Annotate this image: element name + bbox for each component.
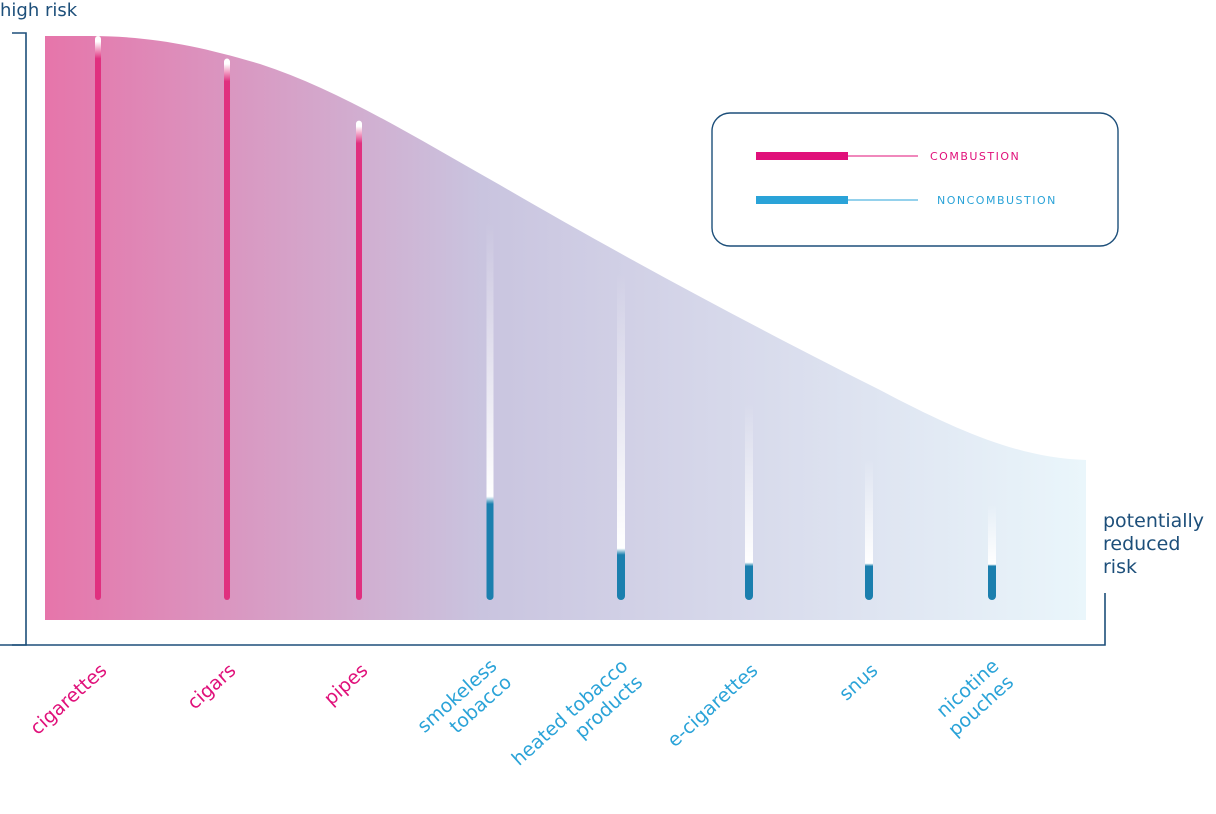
category-label: e-cigarettes (663, 659, 762, 751)
reduced-risk-line: potentially (1103, 510, 1205, 532)
reduced-risk-line: risk (1103, 556, 1137, 578)
category-label-line: snus (835, 659, 882, 705)
bar-heated-tobacco-products (617, 272, 625, 600)
category-label: cigars (183, 659, 240, 714)
category-labels-group: cigarettes cigars pipes smokelesstobaccohea… (26, 655, 1018, 787)
legend-noncombustion-label: NONCOMBUSTION (937, 194, 1057, 207)
category-label: nicotinepouches (929, 655, 1018, 741)
category-label-line: e-cigarettes (663, 659, 762, 751)
category-label: snus (835, 659, 882, 705)
legend-combustion-swatch (756, 152, 848, 160)
risk-area (45, 36, 1086, 620)
category-label: pipes (320, 659, 373, 709)
bar-e-cigarettes (745, 402, 753, 600)
legend: COMBUSTION NONCOMBUSTION (711, 112, 1119, 247)
bar-smokeless-tobacco (486, 222, 494, 600)
legend-box (711, 112, 1119, 247)
high-risk-label: high risk (0, 0, 78, 21)
bar-nicotine-pouches (988, 504, 996, 600)
legend-noncombustion-swatch (756, 196, 848, 204)
y-axis-bracket (12, 32, 27, 646)
category-label: cigarettes (26, 659, 111, 739)
category-label-line: cigarettes (26, 659, 111, 739)
reduced-risk-line: reduced (1103, 533, 1181, 555)
bar-cigars (224, 58, 230, 601)
reduced-risk-label: potentially reduced risk (1103, 510, 1204, 579)
category-label: smokelesstobacco (413, 655, 516, 754)
category-label-line: pipes (320, 659, 373, 709)
category-label-line: cigars (183, 659, 240, 714)
bar-pipes (356, 120, 362, 600)
bar-cigarettes (95, 36, 101, 600)
category-label: heated tobaccoproducts (508, 655, 647, 787)
x-axis-line (0, 593, 1106, 646)
legend-combustion-label: COMBUSTION (930, 150, 1020, 163)
bars-group (95, 36, 996, 601)
bar-snus (865, 459, 873, 600)
